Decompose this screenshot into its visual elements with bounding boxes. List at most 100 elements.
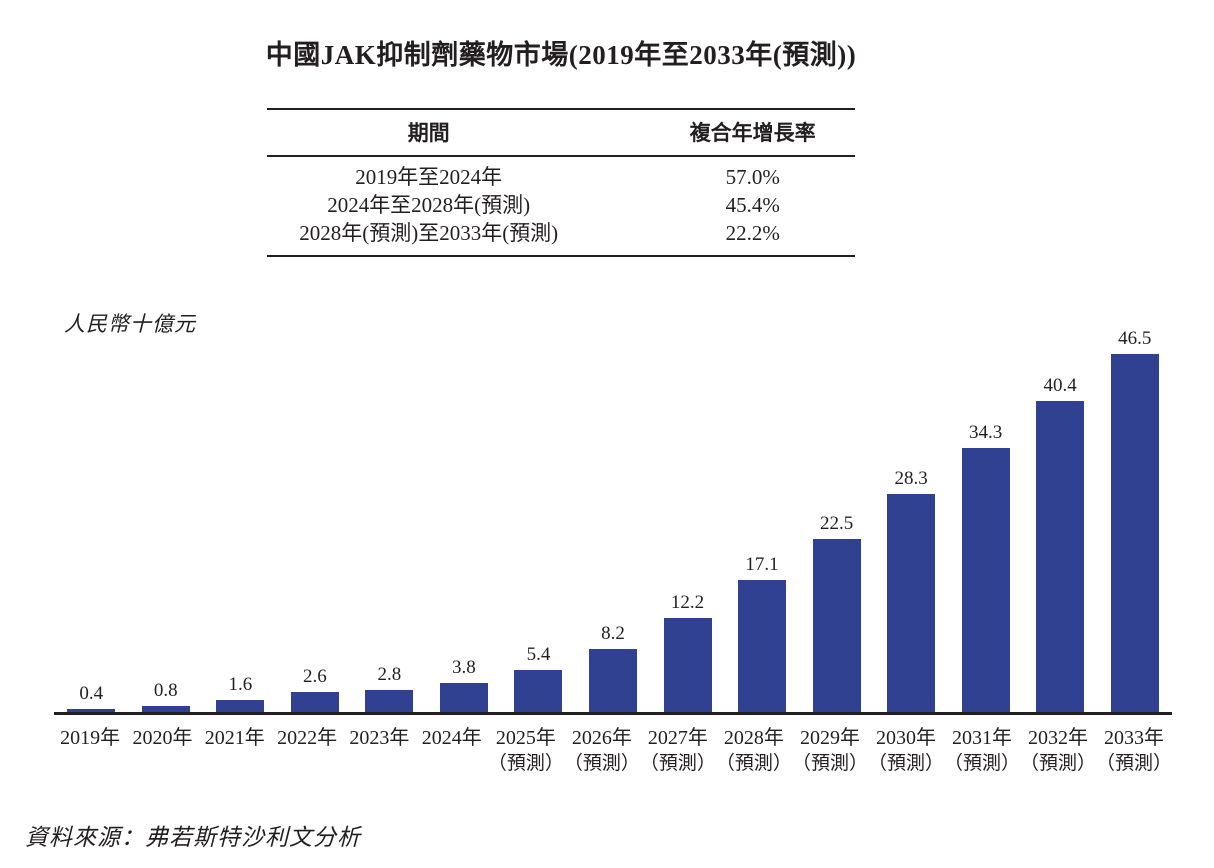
bar [439, 682, 488, 712]
column-header-period: 期間 [267, 109, 591, 157]
x-tick: 2021年 [199, 725, 271, 777]
x-tick: 2022年 [271, 725, 343, 777]
x-tick: 2025年 （預測） [488, 725, 564, 777]
bar-value-label: 40.4 [1043, 374, 1077, 396]
bar [812, 538, 861, 712]
bar-column: 2.8 [352, 325, 427, 712]
bar-value-label: 5.4 [526, 644, 551, 666]
x-tick: 2026年 （預測） [564, 725, 640, 777]
bar-value-label: 1.6 [228, 673, 253, 695]
bar [738, 580, 787, 712]
bar-value-label: 0.4 [79, 682, 104, 704]
bar-column: 22.5 [799, 325, 874, 712]
x-tick-year-label: 2024年 [421, 727, 482, 749]
x-tick-year-label: 2029年 [799, 727, 860, 749]
bar-column: 1.6 [203, 325, 278, 712]
x-tick: 2031年 （預測） [944, 725, 1020, 777]
x-tick-forecast-label: （預測） [943, 753, 1020, 774]
bar [961, 447, 1010, 712]
bar [1110, 353, 1159, 712]
x-tick: 2023年 [343, 725, 415, 777]
period-cell: 2024年至2028年(預測) [327, 193, 531, 217]
plot-area: 0.4 0.8 1.6 2.6 2.8 3.8 5.4 8.2 12.2 17.1 22.5 28.3… [54, 325, 1172, 712]
bar-chart: 0.4 0.8 1.6 2.6 2.8 3.8 5.4 8.2 12.2 17.1 22.5 28.3… [54, 325, 1172, 777]
bar [365, 690, 414, 712]
bar [887, 494, 936, 712]
x-tick: 2032年 （預測） [1020, 725, 1096, 777]
bar-column: 5.4 [501, 325, 576, 712]
x-tick-year-label: 2020年 [132, 727, 193, 749]
x-tick-year-label: 2026年 [571, 727, 632, 749]
bar [290, 691, 339, 712]
bar [1036, 400, 1085, 712]
bar-column: 0.4 [54, 325, 129, 712]
bar-value-label: 17.1 [745, 554, 779, 576]
bar-value-label: 28.3 [894, 468, 928, 490]
cagr-cell: 22.2% [725, 221, 780, 245]
bar-value-label: 22.5 [819, 512, 854, 534]
bar [514, 670, 563, 712]
column-header-cagr: 複合年增長率 [590, 109, 855, 157]
bar-column: 17.1 [725, 325, 800, 712]
x-tick-forecast-label: （預測） [867, 753, 944, 774]
x-tick: 2019年 [54, 725, 126, 777]
y-axis-unit-label: 人民幣十億元 [64, 312, 196, 336]
bar-value-label: 34.3 [969, 421, 1003, 443]
x-tick-year-label: 2028年 [723, 727, 784, 749]
bar-column: 28.3 [874, 325, 949, 712]
period-cell: 2028年(預測)至2033年(預測) [299, 221, 559, 245]
bar [216, 699, 265, 712]
bar-column: 34.3 [948, 325, 1023, 712]
x-tick-year-label: 2019年 [60, 727, 121, 749]
cagr-table-block: 期間 複合年增長率 2019年至2024年 57.0% 2024年至2028年(… [267, 108, 855, 257]
x-tick-forecast-label: （預測） [715, 753, 792, 774]
bar-column: 40.4 [1023, 325, 1098, 712]
period-cell: 2019年至2024年 [355, 165, 503, 189]
x-tick-forecast-label: （預測） [1019, 753, 1096, 774]
bar [67, 708, 116, 712]
bar-value-label: 8.2 [601, 622, 625, 644]
bar-column: 3.8 [427, 325, 502, 712]
x-tick-year-label: 2022年 [277, 727, 338, 749]
table-row: 2024年至2028年(預測) 45.4% [267, 191, 855, 219]
bar-value-label: 0.8 [153, 679, 178, 701]
x-tick-year-label: 2025年 [495, 727, 556, 749]
x-tick-year-label: 2032年 [1027, 727, 1088, 749]
bar-value-label: 2.8 [377, 664, 402, 686]
x-tick: 2030年 （預測） [868, 725, 944, 777]
bar-value-label: 2.6 [302, 665, 327, 687]
x-tick: 2020年 [126, 725, 198, 777]
title-block: 中國JAK抑制劑藥物市場(2019年至2033年(預測)) [265, 33, 857, 72]
bar-column: 0.8 [129, 325, 204, 712]
x-tick-forecast-label: （預測） [1096, 753, 1173, 774]
bar-value-label: 46.5 [1118, 327, 1152, 349]
bar [141, 705, 190, 712]
x-tick: 2027年 （預測） [640, 725, 716, 777]
bar-column: 46.5 [1097, 325, 1172, 712]
cagr-table-header-row: 期間 複合年增長率 [267, 109, 855, 157]
x-tick-forecast-label: （預測） [791, 753, 868, 774]
bar [588, 648, 637, 712]
x-tick-year-label: 2023年 [349, 727, 410, 749]
table-row: 2028年(預測)至2033年(預測) 22.2% [267, 219, 855, 256]
x-tick: 2028年 （預測） [716, 725, 792, 777]
x-tick-forecast-label: （預測） [639, 753, 716, 774]
x-tick-forecast-label: （預測） [563, 753, 640, 774]
x-axis-tick-labels: 2019年 2020年 2021年 2022年 2023年 2024年 2025年 （預測） 2… [54, 725, 1172, 777]
x-tick-year-label: 2027年 [647, 727, 708, 749]
x-tick: 2033年 （預測） [1096, 725, 1172, 777]
bar-value-label: 3.8 [452, 656, 476, 678]
bar-column: 2.6 [278, 325, 353, 712]
x-tick: 2024年 [416, 725, 488, 777]
bar-column: 8.2 [576, 325, 651, 712]
table-row: 2019年至2024年 57.0% [267, 156, 855, 191]
x-axis-line [54, 712, 1172, 715]
x-tick-year-label: 2021年 [204, 727, 265, 749]
x-tick-year-label: 2031年 [951, 727, 1012, 749]
x-tick: 2029年 （預測） [792, 725, 868, 777]
x-tick-year-label: 2030年 [875, 727, 936, 749]
cagr-table: 期間 複合年增長率 2019年至2024年 57.0% 2024年至2028年(… [267, 108, 855, 257]
page-title: 中國JAK抑制劑藥物市場(2019年至2033年(預測)) [265, 40, 857, 70]
source-note: 資料來源：弗若斯特沙利文分析 [25, 825, 361, 850]
